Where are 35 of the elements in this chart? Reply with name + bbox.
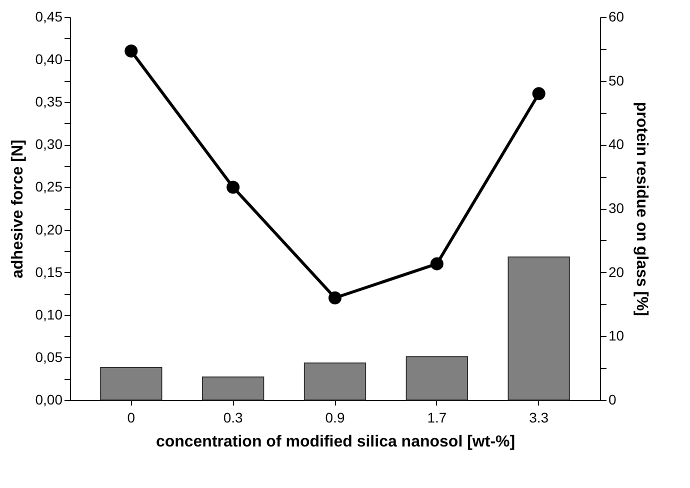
y-tick-label: 0,15 xyxy=(35,264,63,280)
y-tick-label: 0,20 xyxy=(35,221,63,238)
bar xyxy=(100,366,162,400)
y2-tick-label: 10 xyxy=(608,328,624,344)
x-tick-label: 0 xyxy=(127,410,136,426)
bar xyxy=(202,376,264,400)
y-tick-label: 0,35 xyxy=(35,94,63,110)
point xyxy=(532,87,546,100)
y-tick-label: 0,10 xyxy=(35,306,63,322)
y2-tick-label: 30 xyxy=(608,200,624,216)
y-axis-title: adhesive force [N] xyxy=(9,140,26,278)
x-tick-label: 0.9 xyxy=(325,410,345,426)
y-tick-label: 0,40 xyxy=(35,51,63,68)
point xyxy=(328,291,342,304)
y-tick-label: 0,30 xyxy=(35,136,63,152)
x-tick-label: 1.7 xyxy=(427,410,447,426)
y-tick-label: 0,05 xyxy=(35,348,63,365)
point xyxy=(124,44,138,58)
x-tick-label: 0.3 xyxy=(223,410,244,426)
y2-tick-label: 60 xyxy=(608,8,624,24)
bar xyxy=(508,256,570,400)
y2-tick-label: 0 xyxy=(608,392,616,408)
bar xyxy=(304,362,366,400)
x-tick-label: 3.3 xyxy=(529,410,549,426)
bar xyxy=(406,356,468,400)
x-axis-title: concentration of modified silica nanosol [wt-%] xyxy=(156,434,516,450)
y-tick-label: 0,25 xyxy=(35,178,63,195)
y-tick-label: 0,00 xyxy=(35,392,63,408)
y2-tick-label: 20 xyxy=(608,264,624,280)
point xyxy=(430,257,444,270)
y2-axis-title: protein residue on glass [%] xyxy=(633,102,650,316)
point xyxy=(226,180,240,194)
y2-tick-label: 50 xyxy=(608,72,624,88)
y-tick-label: 0,45 xyxy=(35,8,63,24)
y2-tick-label: 40 xyxy=(608,136,624,152)
